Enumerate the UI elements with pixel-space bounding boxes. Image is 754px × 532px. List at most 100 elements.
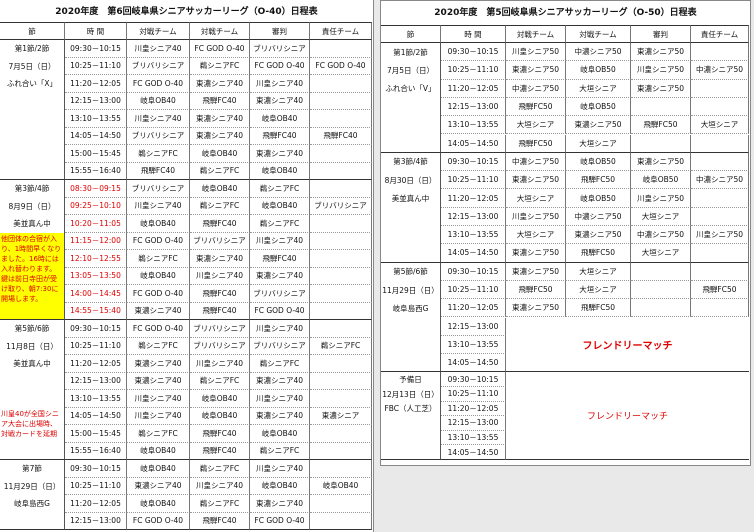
empty-cell (310, 267, 372, 285)
friendly-match: フレンドリーマッチ (506, 318, 749, 373)
section-note: 他団体の合宿が入り、1時間早くなりました。16時には入れ替わります。鍵は前日寺田… (0, 232, 64, 319)
time-cell: 09:30－10:15 (65, 40, 127, 58)
header-cell: 対戦チーム (506, 25, 566, 43)
team-cell: 飛騨FC40 (250, 127, 310, 145)
header-cell: 対戦チーム (566, 25, 631, 43)
section-cell: 第5節/6節 11月8日（日） 美並真ん中 川皇40が全国シニア大会に出場時、対戦カー… (0, 320, 65, 460)
team-cell: 飛騨FC40 (190, 442, 250, 460)
team-cell: 鵜シニアFC (190, 460, 250, 478)
team-cell: FC GOD O-40 (190, 40, 250, 58)
team-cell: 飛騨FC40 (190, 92, 250, 110)
team-cell: 川皇シニア50 (631, 61, 691, 80)
team-cell: 東濃シニア50 (506, 171, 566, 190)
time-cell: 15:55－16:40 (65, 162, 127, 180)
team-cell: 大垣シニア (566, 134, 631, 153)
section-label: 11月8日（日） (6, 341, 58, 351)
team-cell: 岐阜OB50 (566, 97, 631, 117)
section-label: 予備日 (399, 375, 422, 385)
empty-cell (310, 495, 372, 513)
team-cell: 東濃シニア50 (566, 116, 631, 135)
time-cell: 13:10－13:55 (441, 335, 506, 355)
empty-cell (310, 110, 372, 128)
team-cell: 大垣シニア (566, 280, 631, 300)
team-cell: 東濃シニア50 (506, 244, 566, 263)
team-cell: 川皇シニア40 (127, 110, 190, 128)
empty-cell (631, 299, 691, 318)
team-cell: 大垣シニア (506, 116, 566, 135)
time-cell: 13:05－13:50 (65, 267, 127, 285)
empty-cell (310, 92, 372, 110)
team-cell: 鵜シニアFC (250, 180, 310, 198)
team-cell: 飛騨FC50 (506, 280, 566, 300)
team-cell: FC GOD O-40 (127, 285, 190, 303)
empty-cell (691, 152, 749, 172)
team-cell: 飛騨FC40 (190, 302, 250, 320)
team-cell: 飛騨FC40 (190, 285, 250, 303)
time-cell: 14:05－14:50 (441, 354, 506, 373)
team-cell: FC GOD O-40 (250, 57, 310, 75)
header-cell: 審判 (631, 25, 691, 43)
team-cell: 中濃シニア50 (506, 152, 566, 172)
team-cell: 飛騨FC50 (506, 97, 566, 117)
section-label: 第5節/6節 (393, 267, 428, 277)
team-cell: 鵜シニアFC (310, 337, 372, 355)
team-cell: 大垣シニア (631, 244, 691, 263)
team-cell: 岐阜OB40 (127, 495, 190, 513)
time-cell: 11:20－12:05 (65, 355, 127, 373)
section-cell: 予備日 12月13日（日） FBC（人工芝） (381, 372, 441, 460)
team-cell: ブリバリシニア (190, 337, 250, 355)
section-label: 8月30日（日） (384, 175, 437, 185)
header-cell: 時 間 (441, 25, 506, 43)
time-cell: 14:05－14:50 (441, 244, 506, 263)
time-cell: 09:30－10:15 (441, 262, 506, 281)
team-cell: 東濃シニア50 (566, 226, 631, 245)
team-cell: 大垣シニア (506, 226, 566, 245)
section-label: 岐阜島西G (14, 499, 50, 509)
header-cell: 対戦チーム (190, 22, 250, 40)
time-cell: 12:15－13:00 (65, 372, 127, 390)
team-cell: 飛騨FC50 (566, 299, 631, 318)
section-label: ふれ合い「V」 (385, 84, 436, 94)
team-cell: 飛騨FC40 (310, 127, 372, 145)
team-cell: 川皇シニア50 (691, 226, 749, 245)
team-cell: 飛騨FC40 (127, 162, 190, 180)
team-cell: 岐阜OB40 (127, 92, 190, 110)
section-label: 7月5日（日） (386, 65, 435, 75)
team-cell: FC GOD O-40 (127, 512, 190, 530)
team-cell: 東濃シニア40 (190, 250, 250, 268)
team-cell: 東濃シニア40 (190, 127, 250, 145)
team-cell: 川皇シニア40 (250, 390, 310, 408)
empty-cell (310, 145, 372, 163)
team-cell: 岐阜OB40 (250, 162, 310, 180)
section-label: 第3節/4節 (393, 157, 428, 167)
team-cell: 岐阜OB40 (250, 425, 310, 443)
team-cell: 岐阜OB40 (310, 477, 372, 495)
team-cell: 東濃シニア50 (506, 61, 566, 80)
team-cell: 鵜シニアFC (190, 57, 250, 75)
time-cell: 10:25－11:10 (441, 387, 506, 402)
time-cell: 10:25－11:10 (65, 337, 127, 355)
team-cell: 岐阜OB50 (631, 171, 691, 190)
time-cell: 12:15－13:00 (441, 317, 506, 336)
team-cell: 鵜シニアFC (250, 355, 310, 373)
empty-cell (631, 134, 691, 153)
header-cell: 責任チーム (310, 22, 372, 40)
team-cell: 岐阜OB40 (250, 197, 310, 215)
empty-cell (310, 390, 372, 408)
team-cell: 岐阜OB40 (190, 180, 250, 198)
time-cell: 09:30－10:15 (441, 43, 506, 62)
team-cell: 岐阜OB40 (250, 110, 310, 128)
empty-cell (691, 134, 749, 153)
section-label: 第7節 (22, 464, 42, 474)
team-cell: 大垣シニア (631, 207, 691, 226)
team-cell: ブリバリシニア (250, 337, 310, 355)
team-cell: 岐阜OB40 (250, 477, 310, 495)
team-cell: 岐阜OB40 (190, 407, 250, 425)
time-cell: 15:00－15:45 (65, 145, 127, 163)
team-cell: 川皇シニア40 (250, 232, 310, 250)
team-cell: ブリバリシニア (127, 127, 190, 145)
section-label: 第3節/4節 (14, 184, 50, 194)
time-cell: 12:15－13:00 (441, 416, 506, 431)
table-title: 2020年度 第5回岐阜県シニアサッカーリーグ（O-50）日程表 (434, 8, 697, 18)
team-cell: 鵜シニアFC (127, 425, 190, 443)
